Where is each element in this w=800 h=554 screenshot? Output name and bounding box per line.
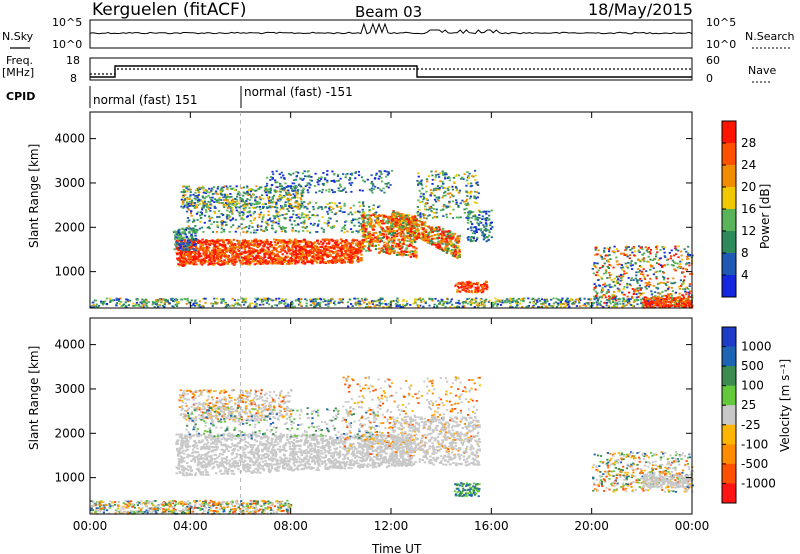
colorbar-tick-label: -25 — [741, 418, 761, 432]
colorbar-tick-label: -500 — [741, 457, 768, 471]
n-search-label: N.Search — [745, 30, 795, 43]
freq-panel: Freq. [MHz] 18 8 60 0 Nave — [2, 54, 776, 85]
nave-tick-bottom: 0 — [706, 72, 713, 85]
colorbar-tick-label: 28 — [741, 136, 756, 150]
x-tick-label: 16:00 — [474, 519, 509, 533]
velocity-colorbar: 1000 500 100 25 -25 -100 -500 -1000 — [721, 326, 776, 504]
colorbar-tick-label: 24 — [741, 158, 756, 172]
colorbar-tick-label: 1000 — [741, 340, 772, 354]
colorbar-tick-label: -100 — [741, 437, 768, 451]
y-tick-label: 1000 — [54, 471, 85, 485]
power-panel: 1000 2000 3000 4000 Slant Range [km] 4 8 12 16… — [27, 111, 772, 309]
noise-sky-line — [89, 22, 693, 46]
nave-tick-top: 60 — [706, 54, 720, 67]
x-axis-label: Time UT — [371, 542, 422, 554]
y-tick-label: 1000 — [54, 265, 85, 279]
y-tick-label: 4000 — [54, 338, 85, 352]
velocity-axes: 1000 2000 3000 4000 00:00 04:00 08:00 12:00 16:0… — [54, 318, 709, 533]
date-title: 18/May/2015 — [588, 0, 693, 19]
colorbar-tick-label: 16 — [741, 202, 756, 216]
noise-left-tick-bottom: 10^0 — [52, 38, 82, 51]
colorbar-tick-label: 500 — [741, 359, 764, 373]
power-scatter-data — [90, 169, 694, 309]
noise-right-tick-bottom: 10^0 — [706, 38, 736, 51]
power-ylabel: Slant Range [km] — [27, 144, 41, 248]
y-tick-label: 2000 — [54, 426, 85, 440]
colorbar-tick-label: 20 — [741, 180, 756, 194]
noise-left-tick-top: 10^5 — [52, 16, 82, 29]
velocity-panel: 1000 2000 3000 4000 00:00 04:00 08:00 12:00 16:0… — [27, 317, 792, 554]
x-tick-label: 04:00 — [173, 519, 208, 533]
velocity-colorbar-label: Velocity [m s⁻¹] — [778, 359, 792, 452]
colorbar-tick-label: 4 — [741, 268, 749, 282]
station-title: Kerguelen (fitACF) — [92, 0, 246, 20]
beam-title: Beam 03 — [355, 3, 422, 21]
freq-tick-top: 18 — [66, 54, 80, 67]
freq-tick-bottom: 8 — [70, 72, 77, 85]
freq-unit-label: [MHz] — [2, 66, 34, 79]
power-axes: 1000 2000 3000 4000 — [54, 112, 693, 308]
x-tick-label: 12:00 — [374, 519, 409, 533]
y-tick-label: 4000 — [54, 132, 85, 146]
cpid-segment-1: normal (fast) 151 — [93, 93, 197, 107]
colorbar-tick-label: 25 — [741, 398, 756, 412]
nave-line — [90, 68, 692, 75]
noise-right-tick-top: 10^5 — [706, 16, 736, 29]
power-colorbar: 4 8 12 16 20 24 28 — [721, 120, 756, 298]
velocity-ylabel: Slant Range [km] — [27, 346, 41, 450]
x-tick-label: 00:00 — [675, 519, 710, 533]
y-tick-label: 2000 — [54, 220, 85, 234]
cpid-panel: CPID normal (fast) 151 normal (fast) -15… — [6, 85, 353, 108]
x-tick-label: 20:00 — [574, 519, 609, 533]
velocity-scatter-data — [90, 375, 695, 515]
freq-line — [90, 65, 692, 78]
y-tick-label: 3000 — [54, 382, 85, 396]
cpid-segment-2: normal (fast) -151 — [244, 85, 353, 99]
header: Kerguelen (fitACF) Beam 03 18/May/2015 — [92, 0, 693, 21]
power-colorbar-label: Power [dB] — [758, 184, 772, 249]
n-sky-label: N.Sky — [2, 30, 34, 43]
x-tick-label: 08:00 — [273, 519, 308, 533]
colorbar-tick-label: 100 — [741, 379, 764, 393]
colorbar-tick-label: 8 — [741, 246, 749, 260]
freq-label: Freq. — [6, 54, 33, 67]
cpid-label: CPID — [6, 90, 35, 103]
noise-panel: N.Sky 10^5 10^0 10^5 10^0 N.Search — [2, 16, 795, 51]
y-tick-label: 3000 — [54, 176, 85, 190]
nave-label: Nave — [748, 64, 776, 77]
x-tick-label: 00:00 — [73, 519, 108, 533]
colorbar-tick-label: 12 — [741, 224, 756, 238]
colorbar-tick-label: -1000 — [741, 476, 776, 490]
